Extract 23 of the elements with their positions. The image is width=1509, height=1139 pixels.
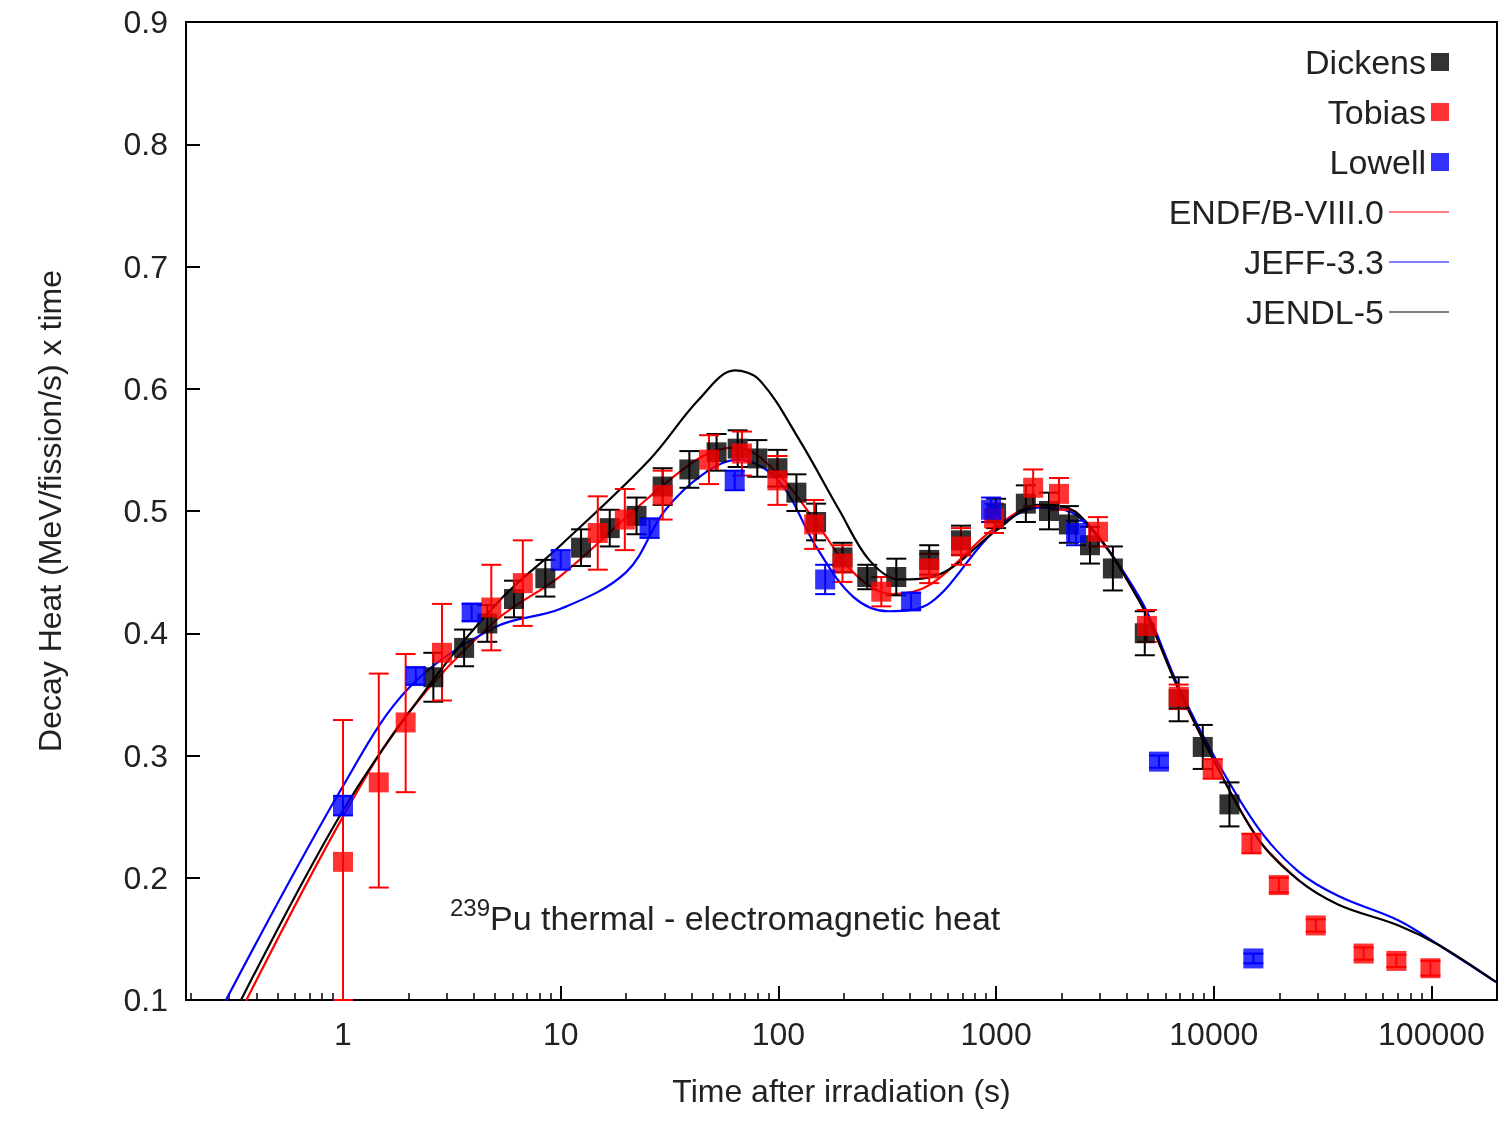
y-tick-label: 0.1 — [123, 982, 168, 1018]
x-tick-label: 100 — [751, 1016, 806, 1052]
legend-label: Lowell — [1329, 143, 1426, 181]
legend-label: JEFF-3.3 — [1244, 243, 1384, 281]
x-tick-label: 100000 — [1378, 1016, 1485, 1052]
y-tick-label: 0.2 — [123, 859, 168, 896]
legend-label: Tobias — [1327, 93, 1426, 131]
y-tick-label: 0.5 — [123, 493, 168, 529]
x-tick-label: 1000 — [960, 1016, 1032, 1052]
y-tick-label: 0.6 — [123, 370, 168, 407]
x-axis-title: Time after irradiation (s) — [672, 1073, 1011, 1109]
x-tick-label: 10000 — [1169, 1016, 1259, 1052]
y-tick-label: 0.4 — [123, 615, 168, 652]
legend-label: JENDL-5 — [1246, 293, 1384, 331]
y-tick-label: 0.8 — [123, 126, 168, 163]
x-tick-label: 10 — [542, 1016, 579, 1052]
legend-label: ENDF/B-VIII.0 — [1168, 193, 1384, 231]
y-tick-label: 0.3 — [123, 737, 168, 774]
y-tick-label: 0.9 — [123, 4, 168, 40]
x-tick-label: 1 — [334, 1016, 352, 1052]
y-tick-label: 0.7 — [123, 248, 168, 285]
legend-label: Dickens — [1305, 43, 1426, 81]
y-axis-title: Decay Heat (MeV/fission/s) x time — [32, 270, 68, 752]
